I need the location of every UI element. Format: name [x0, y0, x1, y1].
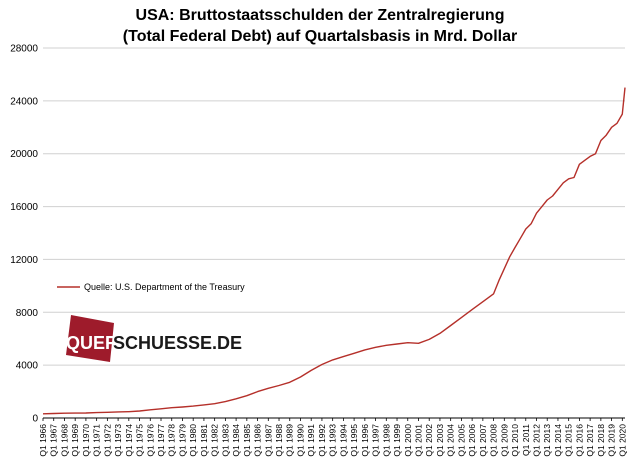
x-tick-label: Q1 1982 [210, 424, 220, 457]
x-tick-label: Q1 2004 [446, 424, 456, 457]
legend-label: Quelle: U.S. Department of the Treasury [84, 282, 245, 292]
x-tick-label: Q1 2012 [531, 424, 541, 457]
x-tick-label: Q1 1994 [338, 424, 348, 457]
x-tick-label: Q1 1976 [145, 424, 155, 457]
x-tick-label: Q1 1974 [124, 424, 134, 457]
x-tick-label: Q1 1981 [199, 424, 209, 457]
x-tick-label: Q1 1973 [113, 424, 123, 457]
x-tick-label: Q1 1967 [49, 424, 59, 457]
y-tick-label: 24000 [10, 96, 38, 107]
x-tick-label: Q1 2003 [435, 424, 445, 457]
chart-title: USA: Bruttostaatsschulden der Zentralreg… [136, 7, 505, 24]
x-tick-label: Q1 1998 [381, 424, 391, 457]
x-tick-label: Q1 2011 [521, 424, 531, 456]
x-tick-label: Q1 1980 [188, 424, 198, 457]
x-tick-label: Q1 1992 [317, 424, 327, 457]
y-tick-label: 16000 [10, 202, 38, 213]
x-tick-label: Q1 2014 [553, 424, 563, 457]
x-tick-label: Q1 2006 [467, 424, 477, 457]
x-tick-label: Q1 1971 [92, 424, 102, 457]
x-tick-label: Q1 1997 [371, 424, 381, 457]
x-tick-label: Q1 1985 [242, 424, 252, 457]
x-tick-label: Q1 1999 [392, 424, 402, 457]
x-tick-label: Q1 2000 [403, 424, 413, 457]
x-tick-label: Q1 1975 [135, 424, 145, 457]
series-line-total-federal-debt [42, 87, 626, 415]
x-tick-label: Q1 1966 [38, 424, 48, 457]
x-tick-label: Q1 1996 [360, 424, 370, 457]
x-tick-label: Q1 1988 [274, 424, 284, 457]
x-tick-label: Q1 2009 [499, 424, 509, 457]
y-tick-label: 4000 [16, 361, 39, 372]
x-tick-label: Q1 2007 [478, 424, 488, 457]
x-tick-label: Q1 2008 [489, 424, 499, 457]
x-tick-label: Q1 1991 [306, 424, 316, 457]
x-tick-label: Q1 2010 [510, 424, 520, 457]
x-tick-label: Q1 2013 [542, 424, 552, 457]
x-tick-label: Q1 1969 [70, 424, 80, 457]
series-layer [42, 87, 626, 415]
y-tick-label: 12000 [10, 255, 38, 266]
x-tick-label: Q1 1977 [156, 424, 166, 457]
y-tick-label: 0 [32, 414, 38, 425]
logo-text-part1: QUER [66, 333, 118, 353]
x-axis-tick-labels: Q1 1966 Q1 1967 Q1 1968 Q1 1969 Q1 1970 Q1 19… [38, 418, 627, 457]
x-tick-label: Q1 1995 [349, 424, 359, 457]
x-tick-label: Q1 2019 [607, 424, 617, 457]
logo-text-part2: SCHUESSE.DE [113, 333, 242, 353]
x-tick-label: Q1 1970 [81, 424, 91, 457]
x-tick-label: Q1 1990 [295, 424, 305, 457]
gridlines [43, 47, 625, 366]
watermark-logo: QUER SCHUESSE.DE [66, 315, 242, 362]
x-tick-label: Q1 2020 [617, 424, 627, 457]
y-axis-tick-labels: 0 4000 8000 12000 16000 20000 24000 28000 [10, 44, 38, 425]
x-tick-label: Q1 1986 [253, 424, 263, 457]
y-tick-label: 20000 [10, 149, 38, 160]
x-tick-label: Q1 1984 [231, 424, 241, 457]
x-tick-label: Q1 2018 [596, 424, 606, 457]
x-tick-label: Q1 1968 [59, 424, 69, 457]
x-tick-label: Q1 1987 [263, 424, 273, 457]
y-tick-label: 8000 [16, 308, 39, 319]
x-tick-label: Q1 2017 [585, 424, 595, 457]
x-tick-label: Q1 1972 [102, 424, 112, 457]
x-tick-label: Q1 1993 [328, 424, 338, 457]
legend: Quelle: U.S. Department of the Treasury [57, 282, 245, 292]
x-tick-label: Q1 1978 [167, 424, 177, 457]
x-tick-label: Q1 2001 [413, 424, 423, 457]
x-tick-label: Q1 1979 [177, 424, 187, 457]
chart-subtitle: (Total Federal Debt) auf Quartalsbasis i… [123, 28, 517, 45]
x-tick-label: Q1 2015 [564, 424, 574, 457]
x-tick-label: Q1 1989 [285, 424, 295, 457]
logo-box [66, 315, 114, 362]
y-tick-label: 28000 [10, 44, 38, 55]
x-tick-label: Q1 2005 [456, 424, 466, 457]
x-tick-label: Q1 1983 [220, 424, 230, 457]
x-tick-label: Q1 2016 [574, 424, 584, 457]
x-tick-label: Q1 2002 [424, 424, 434, 457]
